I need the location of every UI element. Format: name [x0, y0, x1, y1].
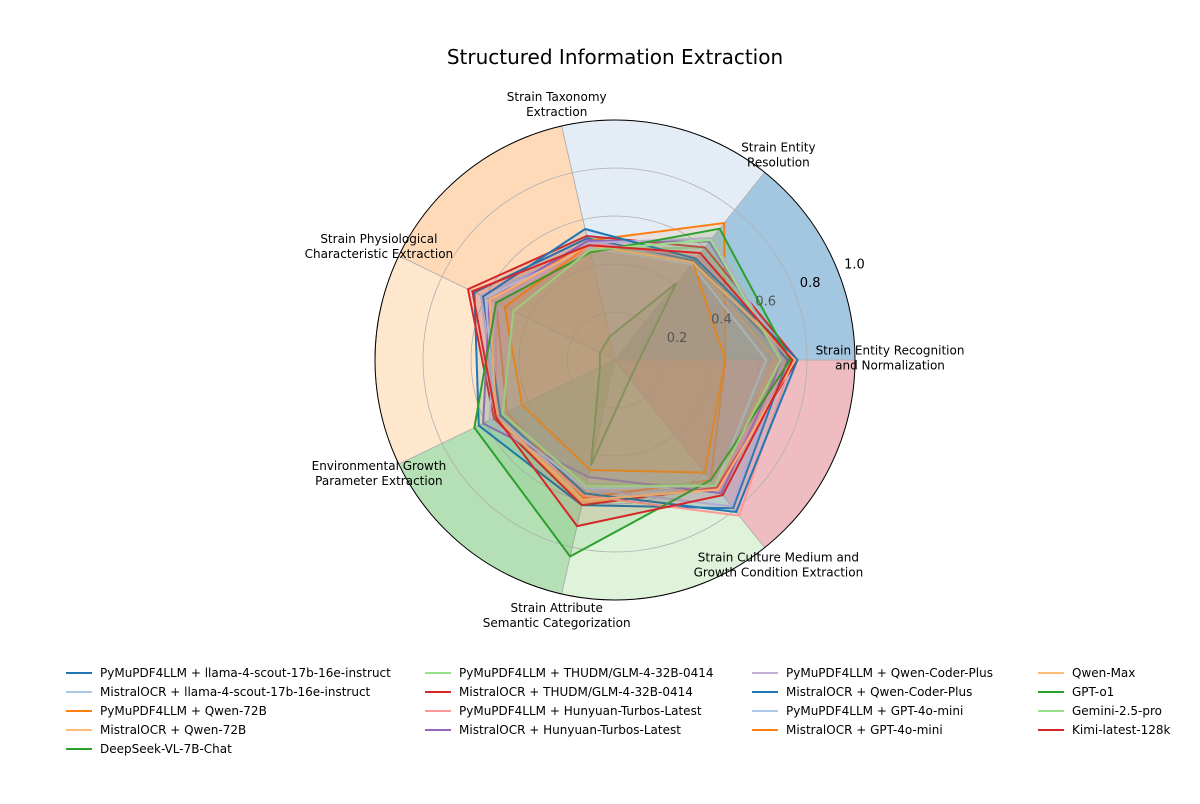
legend-label-12: MistralOCR + GPT-4o-mini [786, 723, 943, 737]
legend-label-3: MistralOCR + Qwen-72B [100, 723, 246, 737]
r-tick-label: 1.0 [844, 258, 865, 273]
legend-label-16: Kimi-latest-128k [1072, 723, 1171, 737]
legend-label-5: PyMuPDF4LLM + THUDM/GLM-4-32B-0414 [459, 666, 714, 680]
legend-label-11: PyMuPDF4LLM + GPT-4o-mini [786, 704, 963, 718]
legend-label-4: DeepSeek-VL-7B-Chat [100, 742, 232, 756]
category-label-6: Strain Culture Medium and Growth Conditio… [694, 550, 864, 579]
category-label-1: Strain Entity Resolution [741, 141, 815, 170]
legend-label-9: PyMuPDF4LLM + Qwen-Coder-Plus [786, 666, 993, 680]
legend-label-0: PyMuPDF4LLM + llama-4-scout-17b-16e-inst… [100, 666, 391, 680]
chart-title: Structured Information Extraction [447, 45, 783, 69]
legend-label-15: Gemini-2.5-pro [1072, 704, 1162, 718]
legend-label-14: GPT-o1 [1072, 685, 1114, 699]
legend-label-7: PyMuPDF4LLM + Hunyuan-Turbos-Latest [459, 704, 702, 718]
r-tick-label: 0.6 [755, 294, 776, 309]
r-tick-label: 0.4 [711, 313, 732, 328]
legend-label-6: MistralOCR + THUDM/GLM-4-32B-0414 [459, 685, 693, 699]
r-tick-label: 0.8 [800, 276, 821, 291]
category-label-4: Environmental Growth Parameter Extraction [312, 459, 447, 488]
legend: PyMuPDF4LLM + llama-4-scout-17b-16e-inst… [66, 666, 1171, 756]
category-label-2: Strain Taxonomy Extraction [507, 90, 607, 119]
r-tick-label: 0.2 [667, 331, 688, 346]
legend-label-8: MistralOCR + Hunyuan-Turbos-Latest [459, 723, 681, 737]
legend-label-2: PyMuPDF4LLM + Qwen-72B [100, 704, 267, 718]
category-label-3: Strain Physiological Characteristic Extra… [305, 232, 454, 261]
legend-label-10: MistralOCR + Qwen-Coder-Plus [786, 685, 972, 699]
legend-label-13: Qwen-Max [1072, 666, 1135, 680]
legend-label-1: MistralOCR + llama-4-scout-17b-16e-instr… [100, 685, 371, 699]
category-label-5: Strain Attribute Semantic Categorization [483, 601, 631, 630]
category-label-0: Strain Entity Recognition and Normalizati… [816, 344, 965, 373]
